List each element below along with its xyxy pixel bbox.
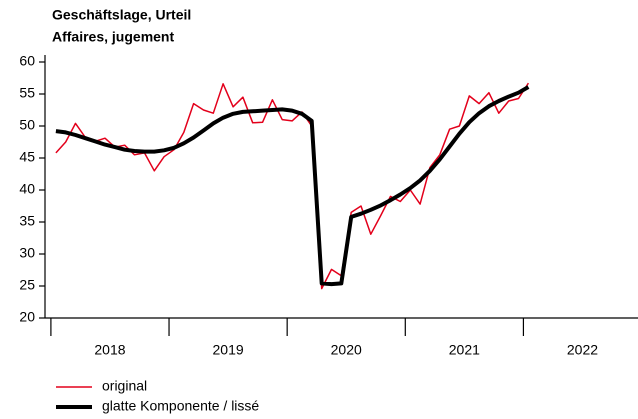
y-tick-label: 55 <box>19 85 35 101</box>
y-tick-label: 45 <box>19 149 35 165</box>
y-tick-label: 30 <box>19 245 35 261</box>
x-tick-label: 2018 <box>94 342 125 358</box>
y-tick-label: 35 <box>19 213 35 229</box>
legend-label: original <box>102 378 147 394</box>
legend-label: glatte Komponente / lissé <box>102 398 259 414</box>
y-tick-label: 50 <box>19 117 35 133</box>
x-tick-label: 2022 <box>567 342 598 358</box>
chart-title: Geschäftslage, Urteil <box>52 7 191 23</box>
y-tick-label: 60 <box>19 53 35 69</box>
y-tick-label: 25 <box>19 277 35 293</box>
series-line <box>55 85 530 287</box>
x-tick-label: 2020 <box>331 342 362 358</box>
series-line <box>55 82 530 290</box>
y-tick-label: 20 <box>19 309 35 325</box>
chart-subtitle: Affaires, jugement <box>52 29 174 45</box>
x-tick-label: 2019 <box>213 342 244 358</box>
x-tick-label: 2021 <box>449 342 480 358</box>
y-tick-label: 40 <box>19 181 35 197</box>
